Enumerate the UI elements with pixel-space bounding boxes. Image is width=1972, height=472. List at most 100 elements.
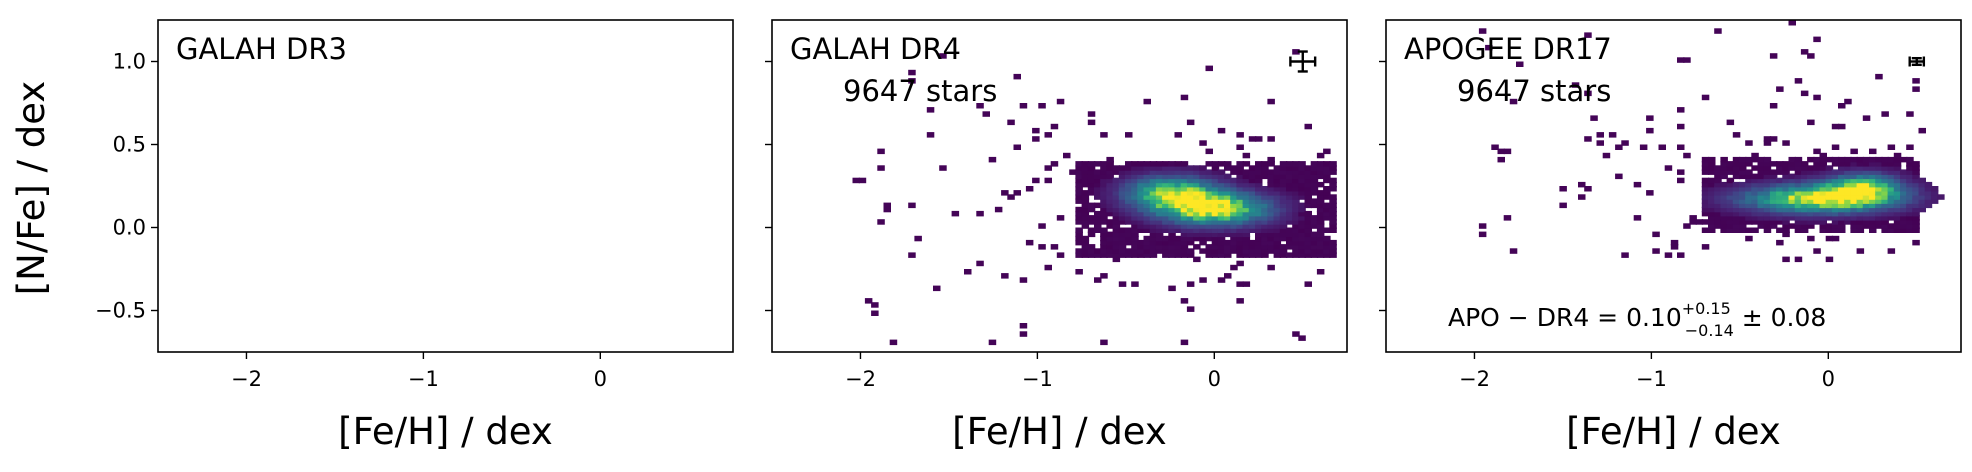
heatmap-cell xyxy=(1255,248,1263,254)
heatmap-cell xyxy=(1137,252,1145,258)
heatmap-cell xyxy=(1199,202,1207,209)
heatmap-cell xyxy=(1193,227,1201,233)
heatmap-cell xyxy=(1714,198,1722,204)
heatmap-cell xyxy=(1726,210,1735,217)
heatmap-cell xyxy=(1211,215,1220,221)
heatmap-cell xyxy=(1112,206,1121,213)
heatmap-cell xyxy=(1831,235,1840,242)
heatmap-cell xyxy=(1081,161,1090,167)
heatmap-cell xyxy=(1912,173,1920,180)
heatmap-cell xyxy=(1794,210,1803,217)
heatmap-cell xyxy=(1807,235,1815,242)
heatmap-cell xyxy=(1310,198,1319,204)
heatmap-cell xyxy=(1900,227,1908,233)
heatmap-cell xyxy=(1900,206,1908,213)
heatmap-cell xyxy=(1794,78,1803,84)
heatmap-cell xyxy=(1075,231,1083,238)
heatmap-cell xyxy=(1261,244,1269,250)
heatmap-cell xyxy=(1732,223,1741,229)
heatmap-cell xyxy=(1236,144,1244,150)
heatmap-cell xyxy=(1912,181,1920,188)
heatmap-cell xyxy=(1726,194,1735,200)
heatmap-cell xyxy=(1298,206,1306,213)
heatmap-cell xyxy=(1149,181,1158,188)
heatmap-cell xyxy=(1912,206,1920,213)
heatmap-cell xyxy=(1869,202,1877,209)
heatmap-cell xyxy=(1087,252,1096,258)
heatmap-cell xyxy=(1248,227,1257,233)
heatmap-cell xyxy=(1751,177,1759,184)
heatmap-cell xyxy=(1180,223,1189,229)
heatmap-cell xyxy=(1193,169,1201,175)
heatmap-cell xyxy=(1838,190,1846,196)
heatmap-cell xyxy=(1199,181,1207,188)
heatmap-cell xyxy=(1875,169,1883,175)
heatmap-cell xyxy=(1881,219,1889,225)
heatmap-cell xyxy=(1087,215,1096,221)
heatmap-cell xyxy=(1050,161,1059,167)
heatmap-cell xyxy=(1304,186,1312,192)
heatmap-cell xyxy=(1739,227,1747,233)
heatmap-cell xyxy=(1751,186,1759,192)
heatmap-cell xyxy=(1224,190,1232,196)
heatmap-cell xyxy=(1112,210,1121,217)
heatmap-cell xyxy=(1211,244,1220,250)
heatmap-cell xyxy=(1094,219,1102,225)
heatmap-cell xyxy=(1193,231,1201,238)
heatmap-cell xyxy=(1491,144,1499,150)
heatmap-cell xyxy=(1248,248,1257,254)
heatmap-cell xyxy=(1236,202,1244,209)
heatmap-cell xyxy=(1813,165,1821,171)
heatmap-cell xyxy=(1180,165,1189,171)
heatmap-cell xyxy=(1193,223,1201,229)
heatmap-cell xyxy=(1893,169,1902,175)
heatmap-cell xyxy=(1304,169,1312,175)
heatmap-cell xyxy=(1478,28,1487,34)
heatmap-cell xyxy=(1292,244,1300,250)
heatmap-cell xyxy=(1199,219,1207,225)
heatmap-cell xyxy=(1838,194,1846,200)
heatmap-cell xyxy=(1143,248,1151,254)
heatmap-cell xyxy=(1149,198,1158,204)
annotation-sup: +0.15 xyxy=(1682,299,1731,318)
heatmap-cell xyxy=(1310,169,1319,175)
heatmap-cell xyxy=(1732,165,1741,171)
heatmap-cell xyxy=(1578,181,1586,188)
heatmap-cell xyxy=(1081,169,1090,175)
heatmap-cell xyxy=(1794,156,1803,163)
heatmap-cell xyxy=(1639,144,1648,150)
heatmap-cell xyxy=(1776,206,1784,213)
heatmap-cell xyxy=(1255,181,1263,188)
heatmap-cell xyxy=(1211,181,1220,188)
heatmap-cell xyxy=(1856,215,1865,221)
heatmap-cell xyxy=(1100,190,1108,196)
heatmap-cell xyxy=(1186,177,1195,184)
heatmap-cell xyxy=(1248,194,1257,200)
heatmap-cell xyxy=(1862,206,1871,213)
heatmap-cell xyxy=(1769,103,1778,109)
heatmap-cell xyxy=(1794,165,1803,171)
heatmap-cell xyxy=(1745,186,1753,192)
heatmap-cell xyxy=(1900,223,1908,229)
heatmap-cell xyxy=(1776,219,1784,225)
heatmap-cell xyxy=(1298,161,1306,167)
heatmap-cell xyxy=(1906,219,1914,225)
heatmap-cell xyxy=(1106,173,1114,180)
heatmap-cell xyxy=(1286,161,1294,167)
heatmap-cell xyxy=(1174,132,1182,138)
heatmap-cell xyxy=(1125,169,1133,175)
heatmap-cell xyxy=(1912,239,1920,246)
heatmap-cell xyxy=(1732,156,1741,163)
heatmap-cell xyxy=(1242,173,1251,180)
heatmap-cell xyxy=(1782,198,1790,204)
heatmap-cell xyxy=(1149,202,1158,209)
heatmap-cell xyxy=(1912,198,1920,204)
heatmap-cell xyxy=(1739,181,1747,188)
heatmap-cell xyxy=(1217,239,1226,246)
heatmap-cell xyxy=(1831,123,1840,130)
heatmap-cell xyxy=(1708,165,1716,171)
heatmap-cell xyxy=(1825,156,1834,163)
heatmap-cell xyxy=(1143,194,1151,200)
heatmap-cell xyxy=(1503,215,1512,221)
heatmap-cell xyxy=(1708,190,1716,196)
